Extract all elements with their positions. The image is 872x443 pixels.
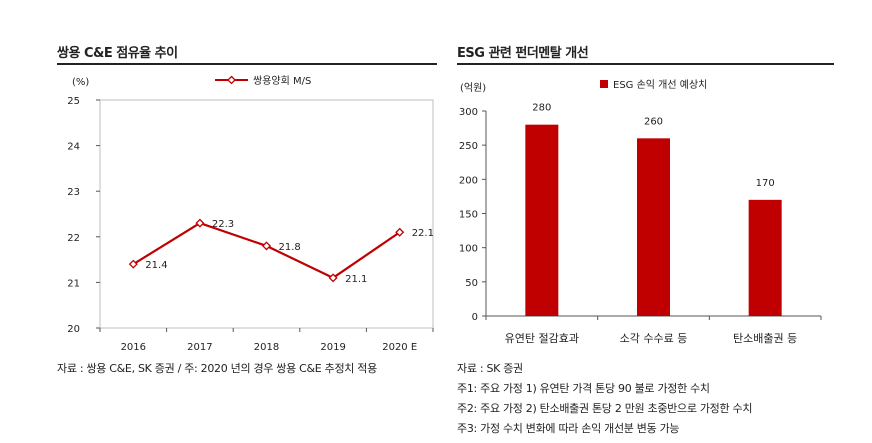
line-chart-point bbox=[328, 273, 338, 283]
bar-chart-x-tick-label: 유연탄 절감효과 bbox=[505, 332, 579, 345]
market-share-line-chart: (%) 쌍용양회 M/S 20 21 22 23 24 25 2016 2017 2018 201… bbox=[67, 75, 434, 353]
line-chart-data-label: 22.1 bbox=[412, 228, 434, 239]
line-chart-x-tick-label: 2019 bbox=[320, 342, 345, 353]
bar-chart-data-label: 170 bbox=[756, 178, 775, 189]
line-chart-x-tick-label: 2018 bbox=[254, 342, 279, 353]
bar-chart-bar bbox=[637, 138, 670, 316]
line-chart-point bbox=[195, 218, 205, 228]
line-chart-y-tick-label: 24 bbox=[67, 142, 80, 153]
line-chart-x-tick-label: 2016 bbox=[121, 342, 146, 353]
line-chart-unit-label: (%) bbox=[72, 77, 89, 88]
line-chart-y-tick-label: 25 bbox=[67, 96, 80, 107]
line-chart-legend: 쌍용양회 M/S bbox=[215, 75, 311, 87]
left-panel-title: 쌍용 C&E 점유율 추이 bbox=[57, 46, 178, 61]
bar-chart-y-tick-label: 300 bbox=[459, 107, 478, 118]
right-panel-title: ESG 관련 펀더멘탈 개선 bbox=[457, 46, 589, 61]
bar-chart-x-tick-label: 탄소배출권 등 bbox=[733, 332, 797, 345]
right-panel-source-line: 주2: 주요 가정 2) 탄소배출권 톤당 2 만원 초중반으로 가정한 수치 bbox=[457, 402, 753, 415]
line-chart-point bbox=[261, 241, 272, 251]
line-chart-legend-label: 쌍용양회 M/S bbox=[253, 75, 311, 87]
bar-chart-legend-label: ESG 손익 개선 예상치 bbox=[613, 79, 707, 91]
esg-improvement-bar-chart: (억원) ESG 손익 개선 예상치 0 50 100 150 200 250 300 유연탄… bbox=[459, 79, 822, 345]
line-chart-plot-frame bbox=[99, 99, 434, 329]
line-chart-series-line bbox=[132, 221, 401, 280]
line-chart-data-label: 22.3 bbox=[212, 219, 234, 230]
bar-chart-y-tick-label: 100 bbox=[459, 244, 478, 255]
right-panel-source-line: 주1: 주요 가정 1) 유연탄 가격 톤당 90 불로 가정한 수치 bbox=[457, 382, 710, 395]
bar-chart-unit-label: (억원) bbox=[460, 82, 486, 94]
bar-chart-x-tick-label: 소각 수수료 등 bbox=[620, 332, 688, 345]
line-chart-legend-marker bbox=[227, 75, 236, 85]
left-panel-source: 자료 : 쌍용 C&E, SK 증권 / 주: 2020 년의 경우 쌍용 C&… bbox=[57, 362, 377, 375]
right-title-rule bbox=[457, 63, 834, 65]
bar-chart-y-tick-label: 150 bbox=[459, 210, 478, 221]
bar-chart-legend-swatch bbox=[600, 80, 608, 88]
line-chart-data-label: 21.1 bbox=[345, 274, 367, 285]
line-chart-y-tick-label: 21 bbox=[67, 278, 80, 289]
bar-chart-y-tick-label: 0 bbox=[472, 312, 478, 323]
line-chart-y-tick-label: 20 bbox=[67, 324, 80, 335]
bar-chart-y-tick-label: 250 bbox=[459, 141, 478, 152]
line-chart-y-tick-label: 22 bbox=[67, 233, 80, 244]
left-title-rule bbox=[57, 63, 437, 65]
bar-chart-bar bbox=[748, 199, 782, 316]
bar-chart-data-label: 280 bbox=[532, 103, 551, 114]
bar-chart-y-tick-label: 200 bbox=[459, 175, 478, 186]
line-chart-point bbox=[395, 227, 405, 237]
line-chart-x-tick-label: 2017 bbox=[187, 342, 212, 353]
right-panel-source-line: 자료 : SK 증권 bbox=[457, 362, 523, 375]
line-chart-data-label: 21.4 bbox=[145, 260, 167, 271]
line-chart-y-tick-label: 23 bbox=[67, 187, 80, 198]
bar-chart-y-tick-label: 50 bbox=[465, 278, 478, 289]
right-panel-source-line: 주3: 가정 수치 변화에 따라 손익 개선분 변동 가능 bbox=[457, 422, 680, 435]
bar-chart-legend: ESG 손익 개선 예상치 bbox=[600, 79, 707, 91]
bar-chart-bar bbox=[525, 124, 559, 316]
line-chart-x-tick-label: 2020 E bbox=[382, 342, 417, 353]
bar-chart-data-label: 260 bbox=[644, 116, 663, 127]
line-chart-point bbox=[128, 259, 138, 269]
line-chart-data-label: 21.8 bbox=[279, 242, 301, 253]
